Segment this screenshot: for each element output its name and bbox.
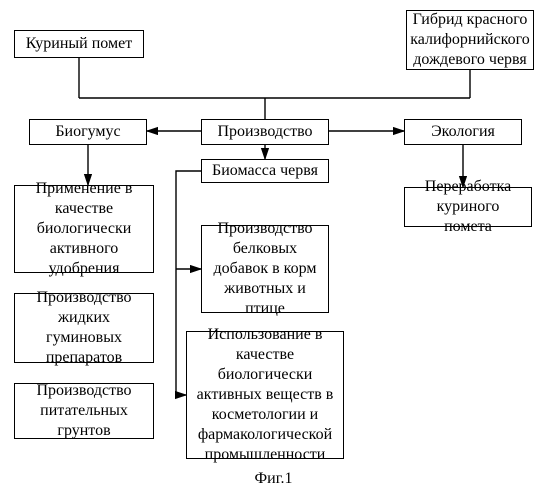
node-label: Экология [431,122,495,142]
node-soil: Производство питательных грунтов [14,383,154,439]
node-label: Куриный помет [26,34,132,54]
node-humic: Производство жидких гуминовых препаратов [14,293,154,363]
node-label: Переработка куриного помета [411,177,525,237]
node-cosm: Использование в качестве биологически ак… [186,331,344,459]
caption-text: Фиг.1 [255,470,293,487]
node-label: Производство [217,122,312,142]
node-ecology: Экология [404,119,522,145]
node-recycle: Переработка куриного помета [404,187,532,227]
node-hybrid: Гибрид красного калифорнийского дождевог… [406,10,534,70]
node-fertilizer: Применение в качестве биологически актив… [14,185,154,273]
node-production: Производство [201,119,329,145]
node-label: Биомасса червя [212,161,318,181]
node-label: Использование в качестве биологически ак… [193,325,337,465]
node-label: Производство питательных грунтов [21,381,147,441]
node-label: Производство белковых добавок в корм жив… [208,219,322,319]
node-chicken: Куриный помет [14,30,144,58]
node-label: Применение в качестве биологически актив… [21,179,147,279]
node-feed: Производство белковых добавок в корм жив… [201,225,329,313]
flowchart-canvas: Куриный помет Гибрид красного калифорний… [0,0,547,500]
node-label: Гибрид красного калифорнийского дождевог… [410,10,530,70]
figure-caption: Фиг.1 [0,470,547,488]
node-label: Биогумус [55,122,120,142]
node-biohumus: Биогумус [29,119,147,145]
node-label: Производство жидких гуминовых препаратов [21,288,147,368]
node-biomass: Биомасса червя [201,159,329,183]
